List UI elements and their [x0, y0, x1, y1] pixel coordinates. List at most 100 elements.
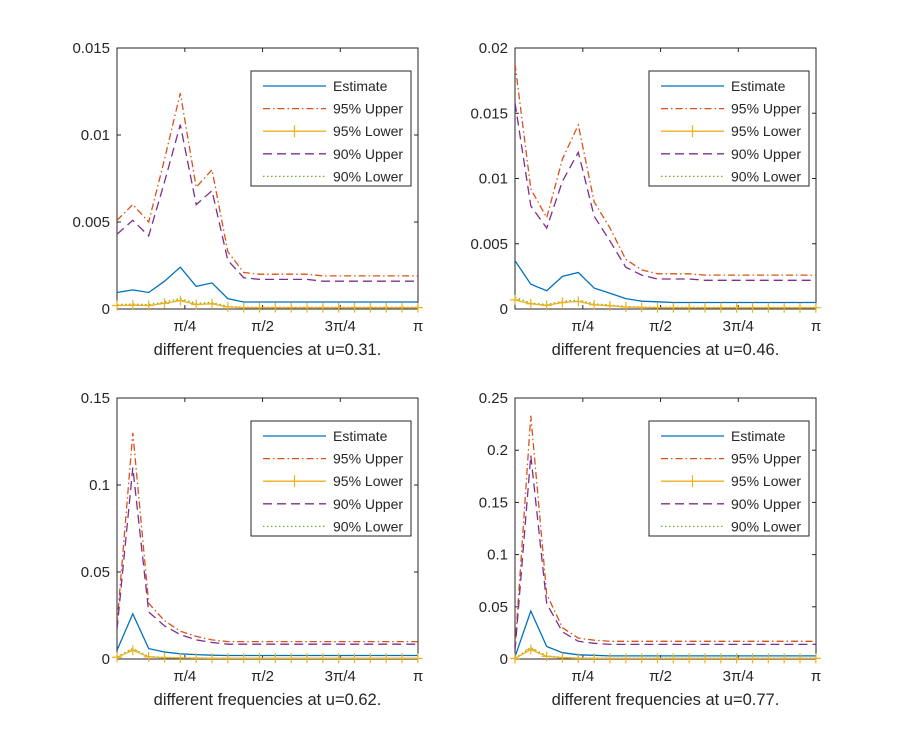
legend-label-estimate: Estimate	[333, 78, 388, 94]
series-marker-95-lower	[412, 302, 423, 313]
series-marker-95-lower	[541, 300, 552, 311]
series-marker-95-lower	[349, 653, 360, 664]
series-marker-95-lower	[112, 652, 122, 663]
series-marker-95-lower	[143, 300, 154, 311]
x-tick-label: π/2	[649, 668, 672, 685]
chart-panel-2: 0 0.005 0.01 0.015 0.02 π/4 π/2 3π/4 π different …	[470, 40, 821, 359]
axes-box	[116, 397, 419, 660]
y-tick-label: 0.05	[479, 599, 508, 616]
legend-label-95-upper: 95% Upper	[333, 101, 403, 117]
x-tick-label: π/2	[251, 668, 274, 685]
series-marker-95-lower	[731, 302, 742, 313]
axes-box	[116, 47, 419, 310]
series-marker-95-lower	[636, 653, 647, 664]
legend-label-90-upper: 90% Upper	[731, 496, 801, 512]
series-marker-95-lower	[557, 652, 568, 663]
series-marker-95-lower	[254, 302, 265, 313]
legend-box	[648, 420, 810, 537]
series-marker-95-lower	[541, 651, 552, 662]
series-marker-95-lower	[573, 296, 584, 307]
y-tick-label: 0.015	[470, 105, 508, 122]
x-tick-label: 3π/4	[325, 318, 356, 335]
series-line-90-upper	[117, 124, 418, 282]
y-tick-label: 0.05	[81, 564, 110, 581]
series-marker-95-lower	[810, 302, 821, 313]
series-marker-95-lower	[270, 653, 281, 664]
legend-box	[648, 70, 810, 187]
series-marker-95-lower	[397, 302, 408, 313]
x-tick-label: 3π/4	[325, 668, 356, 685]
series-marker-95-lower	[333, 302, 344, 313]
legend-label-90-upper: 90% Upper	[333, 146, 403, 162]
y-tick-label: 0	[500, 651, 508, 668]
x-axis-label: different frequencies at u=0.31.	[154, 341, 382, 359]
series-marker-95-lower	[302, 302, 313, 313]
series-marker-95-lower	[143, 651, 154, 662]
x-tick-label: 3π/4	[723, 668, 754, 685]
series-marker-95-lower	[589, 299, 600, 310]
x-tick-label: π/4	[173, 318, 196, 335]
series-marker-95-lower	[700, 653, 711, 664]
series-marker-95-lower	[127, 645, 138, 656]
legend-label-90-upper: 90% Upper	[333, 496, 403, 512]
x-tick-label: π/2	[649, 318, 672, 335]
series-line-estimate	[117, 266, 418, 303]
series-marker-95-lower	[127, 300, 138, 311]
series-marker-95-lower	[207, 298, 218, 309]
y-tick-label: 0.02	[479, 40, 508, 57]
legend-marker	[288, 125, 301, 138]
series-marker-95-lower	[605, 653, 616, 664]
series-marker-95-lower	[684, 302, 695, 313]
legend-box	[250, 70, 412, 187]
x-tick-label: π	[413, 318, 423, 335]
y-tick-label: 0.1	[89, 477, 110, 494]
chart-panel-4: 0 0.05 0.1 0.15 0.2 0.25 π/4 π/2 3π/4 π different …	[479, 390, 821, 709]
y-tick-label: 0.015	[72, 40, 110, 57]
legend-label-90-lower: 90% Lower	[333, 168, 403, 184]
series-marker-95-lower	[620, 653, 631, 664]
series-marker-95-lower	[317, 302, 328, 313]
legend-label-95-lower: 95% Lower	[333, 473, 403, 489]
series-marker-95-lower	[112, 300, 122, 311]
series-marker-95-lower	[620, 302, 631, 313]
y-tick-label: 0	[102, 301, 110, 318]
series-marker-95-lower	[412, 653, 423, 664]
series-marker-95-lower	[349, 302, 360, 313]
series-marker-95-lower	[795, 653, 806, 664]
legend: Estimate 95% Upper 95% Lower 90% Upper 90% L…	[250, 70, 412, 187]
series-marker-95-lower	[397, 653, 408, 664]
x-tick-label: π/4	[571, 668, 594, 685]
legend-label-90-upper: 90% Upper	[731, 146, 801, 162]
series-marker-95-lower	[763, 653, 774, 664]
series-marker-95-lower	[525, 298, 536, 309]
series-marker-95-lower	[700, 302, 711, 313]
series-marker-95-lower	[763, 302, 774, 313]
series-marker-95-lower	[605, 300, 616, 311]
series-marker-95-lower	[222, 653, 233, 664]
series-line-95-upper	[515, 415, 816, 649]
y-tick-label: 0.005	[72, 214, 110, 231]
series-line-estimate	[515, 609, 816, 658]
x-axis-label: different frequencies at u=0.77.	[552, 691, 780, 709]
series-marker-95-lower	[175, 652, 186, 663]
series-line-90-upper	[515, 455, 816, 651]
series-marker-95-lower	[668, 302, 679, 313]
series-marker-95-lower	[652, 653, 663, 664]
series-marker-95-lower	[333, 653, 344, 664]
series-marker-95-lower	[365, 302, 376, 313]
legend-label-95-upper: 95% Upper	[333, 451, 403, 467]
series-marker-95-lower	[747, 302, 758, 313]
series-marker-95-lower	[731, 653, 742, 664]
series-marker-95-lower	[270, 302, 281, 313]
series-marker-95-lower	[557, 297, 568, 308]
series-line-90-upper	[117, 467, 418, 645]
legend-label-95-upper: 95% Upper	[731, 101, 801, 117]
legend-label-90-lower: 90% Lower	[333, 518, 403, 534]
legend: Estimate 95% Upper 95% Lower 90% Upper 90% L…	[648, 70, 810, 187]
x-tick-label: π	[413, 668, 423, 685]
series-marker-95-lower	[525, 644, 536, 655]
legend-marker	[686, 125, 699, 138]
series-marker-95-lower	[381, 302, 392, 313]
legend-marker	[288, 475, 301, 488]
